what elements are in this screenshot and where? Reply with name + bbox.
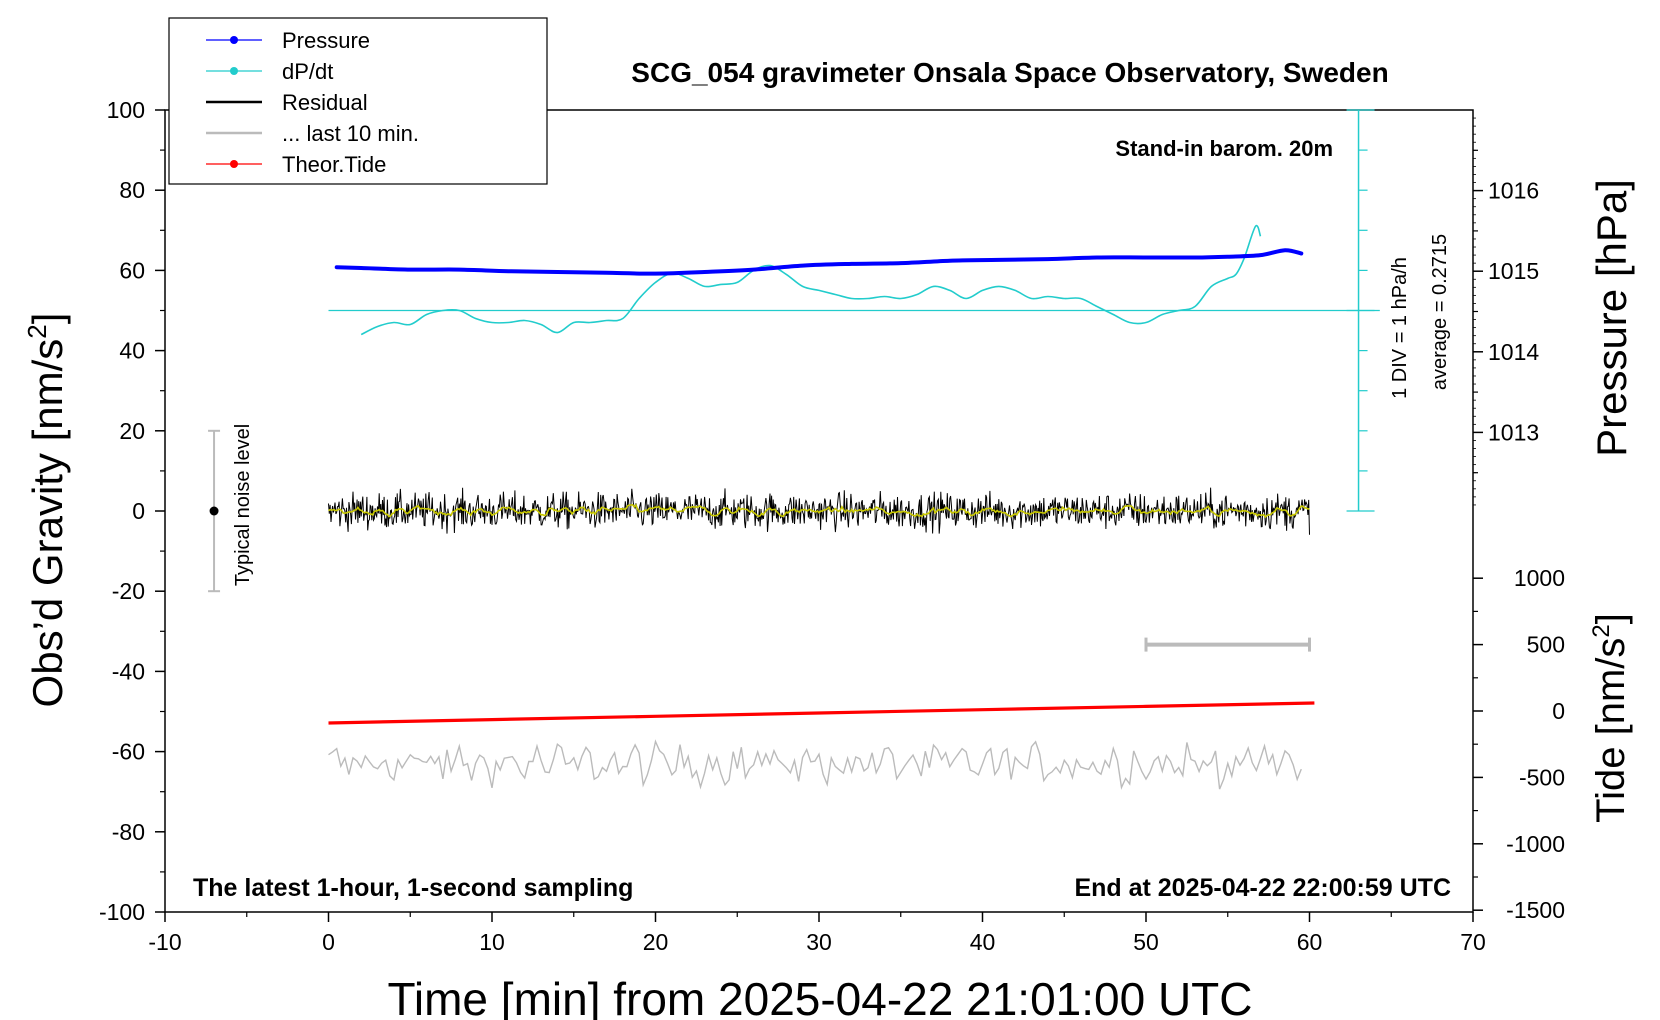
annotation-noise: Typical noise level [232, 424, 254, 586]
y-tick-label: -100 [99, 899, 145, 925]
chart-title: SCG_054 gravimeter Onsala Space Observat… [631, 57, 1388, 88]
y-tick-label: -80 [112, 819, 145, 845]
legend-label: Theor.Tide [282, 152, 386, 177]
y-tick-label: -60 [112, 739, 145, 765]
annotation-end-time: End at 2025-04-22 22:00:59 UTC [1074, 874, 1451, 902]
x-tick-label: 70 [1460, 929, 1486, 955]
x-tick-label: -10 [148, 929, 181, 955]
y-tick-label: 60 [119, 257, 145, 283]
x-axis-label: Time [min] from 2025-04-22 21:01:00 UTC [388, 973, 1253, 1020]
x-tick-label: 30 [806, 929, 832, 955]
y-axis-label-end: ] [24, 313, 71, 325]
annotation-stand-in: Stand-in barom. 20m [1115, 136, 1333, 161]
y-tick-label: 0 [132, 498, 145, 524]
y-tick-label: 40 [119, 338, 145, 364]
legend-items: Pressure dP/dt Residual ... last 10 min. The… [206, 28, 419, 177]
x-tick-label: 60 [1297, 929, 1323, 955]
x-tick-label: 10 [479, 929, 505, 955]
y-axis-label-main: Obs’d Gravity [nm/s [24, 339, 71, 708]
y-tick-label: 100 [107, 97, 145, 123]
x-tick-label: 40 [970, 929, 996, 955]
x-axis-ticks: -10 0 10 20 30 40 50 60 70 [148, 912, 1486, 955]
annotation-sampling: The latest 1-hour, 1-second sampling [193, 874, 633, 902]
legend-label: ... last 10 min. [282, 121, 419, 146]
tide-tick-label: 0 [1552, 698, 1565, 724]
series-residual [328, 487, 1310, 535]
series-pressure [334, 248, 1304, 276]
tide-tick-label: -1500 [1506, 897, 1565, 923]
series-theor-tide [328, 701, 1315, 725]
y-tick-label: 20 [119, 418, 145, 444]
legend: Pressure dP/dt Residual ... last 10 min. The… [168, 17, 548, 185]
y-tick-label: -20 [112, 578, 145, 604]
series-residual-smoothed [328, 503, 1310, 519]
series-layer [328, 224, 1315, 790]
annotation-average: average = 0.2715 [1429, 234, 1451, 390]
tide-axis-ticks: 1000 500 0 -500 -1000 -1500 [1473, 565, 1565, 923]
y-tick-label: -40 [112, 658, 145, 684]
pressure-tick-label: 1014 [1488, 339, 1539, 365]
annotation-div: 1 DIV = 1 hPa/h [1389, 257, 1411, 399]
pressure-axis-ticks: 1016 1015 1014 1013 [1473, 117, 1539, 506]
tide-tick-label: -500 [1519, 764, 1565, 790]
noise-bar-center [209, 506, 219, 516]
pressure-tick-label: 1013 [1488, 419, 1539, 445]
tide-tick-label: 500 [1527, 632, 1565, 658]
tide-axis-label-end: ] [1589, 613, 1633, 624]
series-dpdt [360, 224, 1262, 336]
legend-marker [230, 36, 238, 44]
legend-marker [230, 67, 238, 75]
tide-axis-label-sup: 2 [1588, 624, 1615, 637]
x-tick-label: 20 [643, 929, 669, 955]
x-tick-label: 0 [322, 929, 335, 955]
dpdt-scale-axis [328, 109, 1380, 512]
y-axis-ticks: 100 80 60 40 20 0 -20 -40 -60 -80 -100 [99, 97, 165, 925]
legend-marker [230, 160, 238, 168]
tide-tick-label: -1000 [1506, 831, 1565, 857]
legend-label: Residual [282, 90, 368, 115]
legend-label: Pressure [282, 28, 370, 53]
x-tick-label: 50 [1133, 929, 1159, 955]
y-axis-label-sup: 2 [22, 324, 52, 338]
series-last-10-min [328, 739, 1302, 790]
y-tick-label: 80 [119, 177, 145, 203]
pressure-tick-label: 1016 [1488, 178, 1539, 204]
pressure-tick-label: 1015 [1488, 258, 1539, 284]
tide-axis-label: Tide [nm/s2] [1588, 613, 1633, 823]
pressure-axis-label: Pressure [hPa] [1588, 179, 1635, 457]
legend-label: dP/dt [282, 59, 333, 84]
tide-axis-label-main: Tide [nm/s [1589, 638, 1633, 823]
y-axis-label: Obs’d Gravity [nm/s2] [22, 313, 71, 708]
tide-tick-label: 1000 [1514, 565, 1565, 591]
marks-layer [208, 429, 1311, 652]
